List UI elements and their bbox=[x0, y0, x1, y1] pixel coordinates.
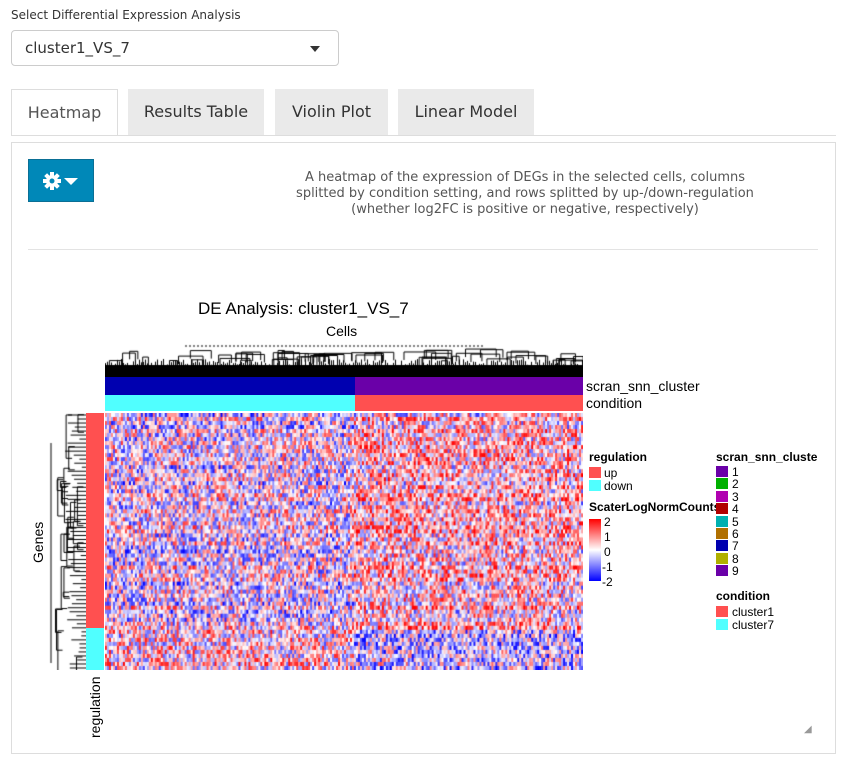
legend-scale-title: ScaterLogNormCounts bbox=[589, 500, 721, 514]
legend-swatch-cluster bbox=[716, 515, 728, 527]
row-dendrogram bbox=[48, 413, 86, 670]
legend-swatch-cluster bbox=[716, 552, 728, 564]
legend-tick: 0 bbox=[604, 545, 611, 559]
legend-swatch-down bbox=[589, 480, 601, 491]
heatmap-description: A heatmap of the expression of DEGs in t… bbox=[296, 170, 754, 217]
legend-label-cluster: 5 bbox=[732, 514, 739, 529]
legend-label-cluster: 3 bbox=[732, 489, 739, 504]
caret-down-icon bbox=[64, 178, 78, 185]
row-title: Genes bbox=[30, 521, 46, 563]
legend-swatch-cluster bbox=[716, 466, 728, 477]
legend-swatch-up bbox=[589, 467, 601, 478]
legend-swatch-cluster bbox=[716, 490, 728, 502]
heatmap-matrix bbox=[105, 413, 583, 670]
legend-regulation: regulation up down ScaterLogNormCounts 2… bbox=[589, 450, 720, 651]
regulation-annotation-label: regulation bbox=[87, 676, 103, 739]
column-dendrogram bbox=[105, 343, 583, 377]
legend-swatch-cluster bbox=[716, 478, 728, 490]
legend-cluster: scran_snn_cluste condition 1 2 3 4 5 6 7 8 9 clus… bbox=[716, 451, 826, 641]
legend-label-cluster: 6 bbox=[732, 527, 739, 541]
legend-tick: -2 bbox=[602, 575, 613, 589]
tab-linear-model[interactable]: Linear Model bbox=[398, 89, 534, 135]
cluster-annotation-1 bbox=[355, 377, 583, 395]
legend-swatch-cluster bbox=[716, 528, 728, 539]
tab-divider bbox=[11, 135, 836, 136]
tab-heatmap[interactable]: Heatmap bbox=[11, 89, 118, 136]
legend-condition-title: condition bbox=[716, 589, 770, 603]
heatmap-panel bbox=[11, 142, 836, 754]
legend-swatch-condition bbox=[716, 618, 728, 630]
regulation-annotation-up bbox=[86, 413, 104, 628]
regulation-annotation-down bbox=[86, 628, 104, 670]
legend-swatch-cluster bbox=[716, 565, 728, 577]
legend-label-condition: cluster1 bbox=[732, 605, 775, 619]
tab-violin-plot[interactable]: Violin Plot bbox=[275, 89, 388, 135]
legend-swatch-cluster bbox=[716, 503, 728, 515]
heatmap-title: DE Analysis: cluster1_VS_7 bbox=[198, 299, 409, 318]
condition-annotation-label: condition bbox=[586, 395, 643, 411]
cluster-annotation-7 bbox=[105, 377, 355, 395]
legend-tick: 1 bbox=[604, 530, 611, 544]
gear-icon bbox=[43, 172, 78, 190]
caret-down-icon bbox=[310, 46, 320, 52]
analysis-select[interactable]: cluster1_VS_7 bbox=[11, 30, 339, 66]
legend-label-down: down bbox=[604, 479, 633, 493]
condition-annotation-cluster7 bbox=[105, 395, 355, 411]
settings-dropdown-button[interactable] bbox=[28, 159, 94, 202]
legend-swatch-condition bbox=[716, 606, 728, 617]
legend-label-up: up bbox=[604, 466, 618, 480]
legend-label-cluster: 9 bbox=[732, 564, 739, 579]
tab-results-table[interactable]: Results Table bbox=[128, 89, 264, 135]
divider bbox=[28, 249, 818, 250]
select-value: cluster1_VS_7 bbox=[25, 39, 130, 57]
legend-label-cluster: 7 bbox=[732, 539, 739, 554]
resize-handle-icon[interactable]: ◢ bbox=[804, 724, 812, 735]
select-label: Select Differential Expression Analysis bbox=[11, 8, 241, 22]
legend-label-condition: cluster7 bbox=[732, 617, 775, 632]
condition-annotation-cluster1 bbox=[355, 395, 583, 411]
legend-swatch-cluster bbox=[716, 540, 728, 552]
cluster-annotation-label: scran_snn_cluster bbox=[586, 378, 700, 394]
legend-color-bar bbox=[589, 519, 601, 581]
column-title: Cells bbox=[326, 323, 358, 339]
legend-label-cluster: 2 bbox=[732, 477, 739, 492]
legend-tick: -1 bbox=[602, 560, 613, 574]
legend-tick: 2 bbox=[604, 515, 611, 529]
legend-label-cluster: 1 bbox=[732, 465, 739, 479]
legend-regulation-title: regulation bbox=[589, 450, 648, 464]
legend-label-cluster: 8 bbox=[732, 551, 739, 566]
legend-cluster-title: scran_snn_cluste bbox=[716, 450, 818, 464]
legend-label-cluster: 4 bbox=[732, 502, 739, 517]
